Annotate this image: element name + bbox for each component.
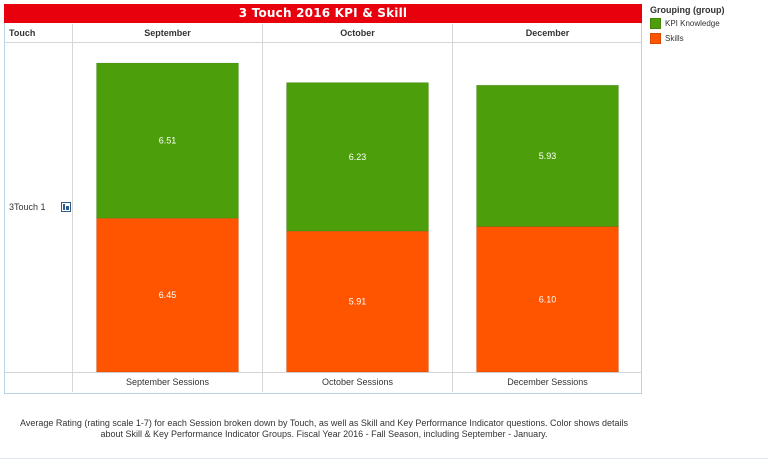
column-header-september: September	[144, 28, 191, 38]
legend-item-kpi-knowledge[interactable]: KPI Knowledge	[650, 18, 720, 30]
page-divider	[0, 458, 768, 459]
table-icon[interactable]	[61, 202, 71, 212]
footer-label-september: September Sessions	[125, 377, 210, 387]
column-header-october: October	[340, 28, 375, 38]
caption-line-1: Average Rating (rating scale 1-7) for ea…	[20, 418, 628, 428]
chart-title: 3 Touch 2016 KPI & Skill	[4, 4, 642, 23]
column-header-december: December	[525, 28, 570, 38]
chart-caption: Average Rating (rating scale 1-7) for ea…	[0, 418, 648, 440]
legend-label-kpi-knowledge: KPI Knowledge	[665, 19, 720, 28]
footer-label-october: October Sessions	[321, 377, 394, 387]
row-label-divider	[72, 24, 73, 392]
row-header: Touch	[9, 28, 36, 38]
column-divider-1	[262, 24, 263, 392]
legend-swatch-skills	[650, 33, 661, 45]
footer-divider	[4, 372, 642, 373]
legend-label-skills: Skills	[665, 34, 684, 43]
legend-swatch-kpi-knowledge	[650, 18, 661, 30]
legend-item-skills[interactable]: Skills	[650, 33, 684, 45]
caption-line-2: about Skill & Key Performance Indicator …	[100, 429, 548, 439]
legend-title: Grouping (group)	[650, 5, 725, 15]
footer-label-december: December Sessions	[507, 377, 588, 387]
row-label: 3Touch 1	[9, 202, 46, 212]
header-divider	[4, 42, 642, 43]
column-divider-2	[452, 24, 453, 392]
chart-frame	[4, 4, 642, 394]
